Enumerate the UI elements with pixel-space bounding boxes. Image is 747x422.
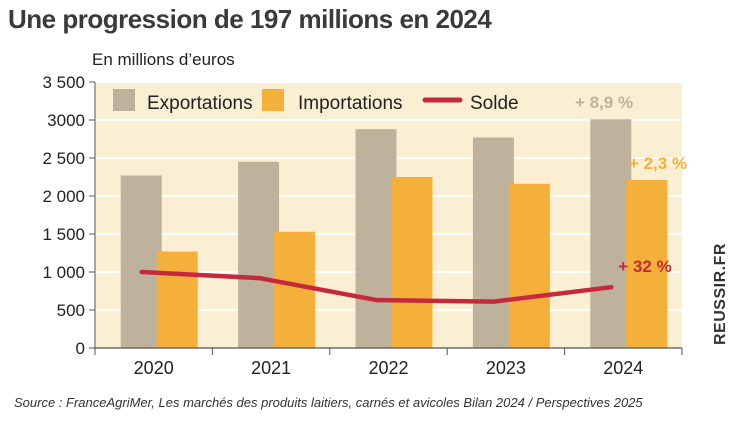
- bar-importations-2020: [156, 251, 198, 348]
- legend-label-importations: Importations: [298, 93, 403, 114]
- y-tick-label: 0: [76, 339, 85, 358]
- y-tick-label: 2 500: [42, 149, 85, 168]
- annotation-exportations: + 8,9 %: [575, 93, 633, 112]
- annotation-solde: + 32 %: [618, 257, 671, 276]
- chart-title: Une progression de 197 millions en 2024: [8, 4, 492, 34]
- bar-exportations-2020: [120, 175, 162, 348]
- y-tick-label: 500: [57, 301, 85, 320]
- source-note: Source : FranceAgriMer, Les marchés des …: [14, 395, 643, 410]
- x-axis: 2020 2021 2022 2023 2024: [94, 347, 683, 378]
- y-tick-label: 1 500: [42, 225, 85, 244]
- annotation-importations: + 2,3 %: [629, 154, 687, 173]
- unit-label: En millions d’euros: [92, 50, 235, 69]
- x-tick-label: 2024: [603, 358, 643, 378]
- x-tick-label: 2021: [251, 358, 291, 378]
- bar-exportations-2024: [590, 119, 632, 349]
- y-tick-label: 2 000: [42, 187, 85, 206]
- bar-importations-2024: [626, 180, 668, 348]
- x-tick-label: 2020: [134, 358, 174, 378]
- credit-label: REUSSIR.FR: [712, 243, 729, 345]
- annotations: + 8,9 % + 2,3 % + 32 %: [575, 93, 687, 276]
- bar-exportations-2021: [238, 161, 280, 348]
- legend: Exportations Importations Solde: [113, 89, 519, 114]
- bar-exportations-2023: [472, 137, 514, 348]
- x-tick-label: 2023: [486, 358, 526, 378]
- solde-line-group: [139, 269, 614, 304]
- legend-label-exportations: Exportations: [147, 93, 253, 114]
- y-tick-label: 3000: [47, 111, 85, 130]
- bar-exportations-2022: [355, 129, 397, 348]
- y-axis: 0 500 1 000 1 500 2 000 2 500 3000 3 500: [42, 73, 96, 358]
- legend-label-solde: Solde: [470, 93, 519, 114]
- bar-importations-2023: [508, 183, 550, 348]
- y-tick-label: 3 500: [42, 73, 85, 92]
- x-tick-label: 2022: [368, 358, 408, 378]
- legend-swatch-importations: [262, 89, 284, 111]
- legend-swatch-exportations: [113, 89, 135, 111]
- y-tick-label: 1 000: [42, 263, 85, 282]
- bar-importations-2022: [391, 177, 433, 348]
- bar-importations-2021: [274, 231, 316, 348]
- bars: [120, 119, 668, 349]
